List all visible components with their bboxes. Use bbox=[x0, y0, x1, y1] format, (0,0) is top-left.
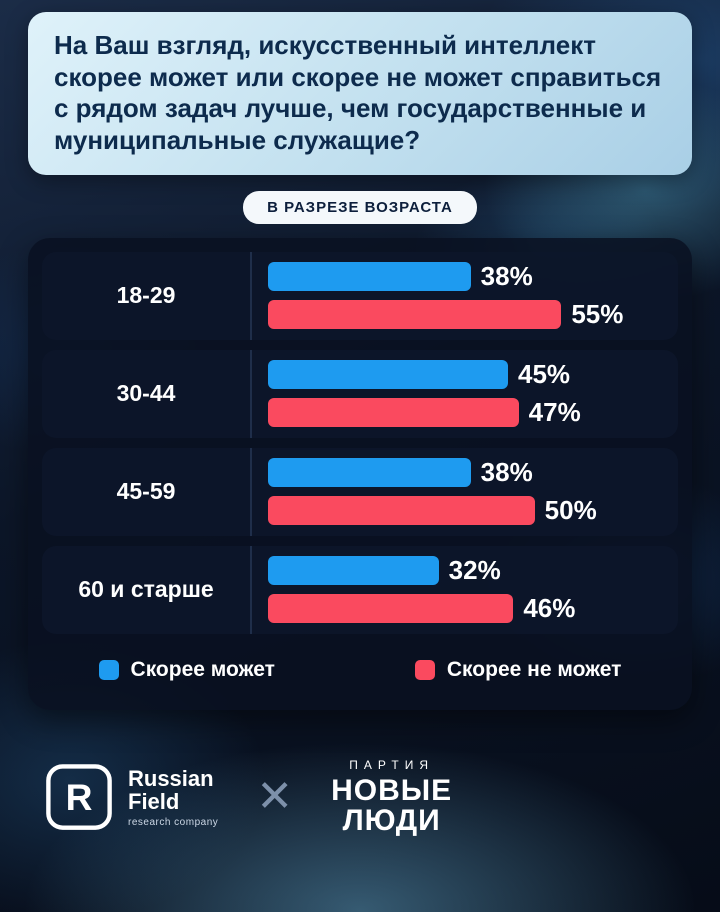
bar-line-may: 38% bbox=[268, 457, 668, 488]
legend: Скорее может Скорее не может bbox=[42, 644, 678, 696]
age-label: 45-59 bbox=[116, 478, 176, 505]
bar-line-not: 50% bbox=[268, 495, 668, 526]
bar-value: 38% bbox=[480, 457, 533, 488]
bar-not bbox=[268, 398, 519, 428]
bar-group: 45% 47% bbox=[250, 349, 678, 438]
russian-field-logo: R Russian Field research company bbox=[44, 762, 218, 832]
bar-value: 45% bbox=[518, 359, 571, 390]
bar-value: 55% bbox=[571, 299, 624, 330]
bar-group: 38% 55% bbox=[250, 251, 678, 340]
rf-name-line2: Field bbox=[128, 788, 180, 814]
x-separator-icon: ✕ bbox=[256, 772, 294, 822]
rf-subtitle: research company bbox=[128, 817, 219, 829]
bar-value: 38% bbox=[480, 261, 533, 292]
bar-group: 32% 46% bbox=[250, 545, 678, 634]
chart-panel: 18-29 38% 55% 30-44 45% 47% 45-59 bbox=[28, 237, 692, 710]
age-row-45-59: 45-59 38% 50% bbox=[42, 447, 678, 536]
bar-value: 47% bbox=[528, 397, 581, 428]
bar-line-may: 32% bbox=[268, 555, 668, 586]
bar-may bbox=[268, 262, 471, 292]
question-text: На Ваш взгляд, искусственный интеллект с… bbox=[54, 30, 662, 156]
party-name-line2: ЛЮДИ bbox=[342, 804, 441, 838]
bar-line-may: 38% bbox=[268, 261, 668, 292]
bar-line-not: 46% bbox=[268, 593, 668, 624]
bar-may bbox=[268, 458, 471, 488]
age-row-18-29: 18-29 38% 55% bbox=[42, 251, 678, 340]
russian-field-icon: R bbox=[46, 764, 112, 831]
legend-swatch-blue bbox=[98, 659, 119, 680]
party-label: ПАРТИЯ bbox=[349, 757, 435, 772]
rf-name-line1: Russian bbox=[128, 765, 214, 791]
bar-not bbox=[268, 300, 562, 330]
footer: R Russian Field research company ✕ ПАРТИ… bbox=[0, 758, 720, 837]
bar-may bbox=[268, 556, 439, 586]
question-bubble: На Ваш взгляд, искусственный интеллект с… bbox=[28, 12, 692, 175]
party-name-line1: НОВЫЕ bbox=[331, 773, 453, 807]
bar-may bbox=[268, 360, 508, 390]
new-people-logo: ПАРТИЯ НОВЫЕ ЛЮДИ bbox=[331, 758, 452, 837]
bar-not bbox=[268, 594, 514, 624]
age-label: 30-44 bbox=[116, 380, 176, 407]
bar-line-not: 47% bbox=[268, 397, 668, 428]
legend-label: Скорее не может bbox=[446, 657, 622, 681]
legend-item-may: Скорее может bbox=[98, 657, 275, 682]
legend-item-not: Скорее не может bbox=[414, 657, 622, 682]
age-breakdown-badge: В РАЗРЕЗЕ ВОЗРАСТА bbox=[243, 190, 477, 224]
legend-swatch-red bbox=[414, 659, 435, 680]
bar-value: 46% bbox=[523, 593, 576, 624]
age-label: 18-29 bbox=[116, 282, 176, 309]
svg-text:R: R bbox=[66, 777, 93, 819]
age-label: 60 и старше bbox=[78, 576, 214, 603]
bar-not bbox=[268, 496, 535, 526]
russian-field-text: Russian Field research company bbox=[128, 767, 218, 828]
bar-value: 32% bbox=[448, 555, 501, 586]
age-row-30-44: 30-44 45% 47% bbox=[42, 349, 678, 438]
bar-group: 38% 50% bbox=[250, 447, 678, 536]
legend-label: Скорее может bbox=[130, 657, 275, 681]
bar-line-not: 55% bbox=[268, 299, 668, 330]
bar-line-may: 45% bbox=[268, 359, 668, 390]
age-row-60-plus: 60 и старше 32% 46% bbox=[42, 545, 678, 634]
badge-wrap: В РАЗРЕЗЕ ВОЗРАСТА bbox=[0, 190, 720, 224]
bar-value: 50% bbox=[544, 495, 597, 526]
